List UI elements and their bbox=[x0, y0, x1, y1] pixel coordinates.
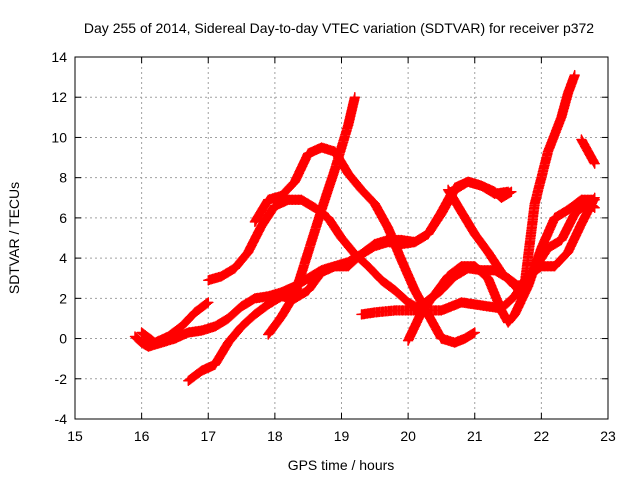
y-tick-label: 12 bbox=[51, 89, 67, 105]
y-tick-label: 6 bbox=[59, 210, 67, 226]
x-axis-label: GPS time / hours bbox=[288, 457, 395, 473]
series-10-markers bbox=[576, 134, 600, 169]
y-tick-label: 10 bbox=[51, 129, 67, 145]
x-tick-label: 16 bbox=[134, 428, 150, 444]
x-tick-label: 23 bbox=[600, 428, 616, 444]
x-tick-label: 18 bbox=[267, 428, 283, 444]
chart-title: Day 255 of 2014, Sidereal Day-to-day VTE… bbox=[84, 20, 594, 36]
y-tick-label: 14 bbox=[51, 49, 67, 65]
y-tick-label: 0 bbox=[59, 331, 67, 347]
y-tick-label: 2 bbox=[59, 290, 67, 306]
x-tick-labels: 15 16 17 18 19 20 21 22 23 bbox=[67, 428, 616, 444]
x-tick-label: 17 bbox=[200, 428, 216, 444]
series-2-markers bbox=[136, 297, 214, 348]
y-tick-label: 8 bbox=[59, 170, 67, 186]
y-axis-label: SDTVAR / TECUs bbox=[6, 182, 22, 294]
series-6-markers bbox=[262, 91, 361, 340]
data-series bbox=[129, 69, 600, 387]
y-tick-label: -4 bbox=[55, 411, 68, 427]
x-tick-label: 15 bbox=[67, 428, 83, 444]
x-tick-label: 21 bbox=[467, 428, 483, 444]
x-tick-label: 20 bbox=[400, 428, 416, 444]
ticks bbox=[74, 56, 609, 420]
y-tick-label: -2 bbox=[55, 371, 68, 387]
series-8-markers bbox=[402, 194, 600, 346]
series-9-markers bbox=[442, 69, 580, 292]
x-tick-label: 19 bbox=[334, 428, 350, 444]
x-tick-label: 22 bbox=[534, 428, 550, 444]
y-tick-labels: -4 -2 0 2 4 6 8 10 12 14 bbox=[51, 49, 67, 427]
y-tick-label: 4 bbox=[59, 250, 67, 266]
